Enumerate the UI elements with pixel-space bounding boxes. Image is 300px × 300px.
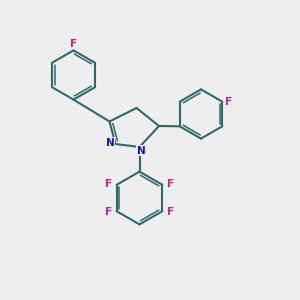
Text: N: N (106, 137, 115, 148)
Text: F: F (167, 207, 174, 217)
Text: N: N (136, 146, 146, 156)
Text: F: F (105, 207, 112, 217)
Text: F: F (105, 179, 112, 189)
Text: F: F (225, 97, 233, 107)
Text: F: F (70, 39, 77, 49)
Text: F: F (167, 179, 174, 189)
